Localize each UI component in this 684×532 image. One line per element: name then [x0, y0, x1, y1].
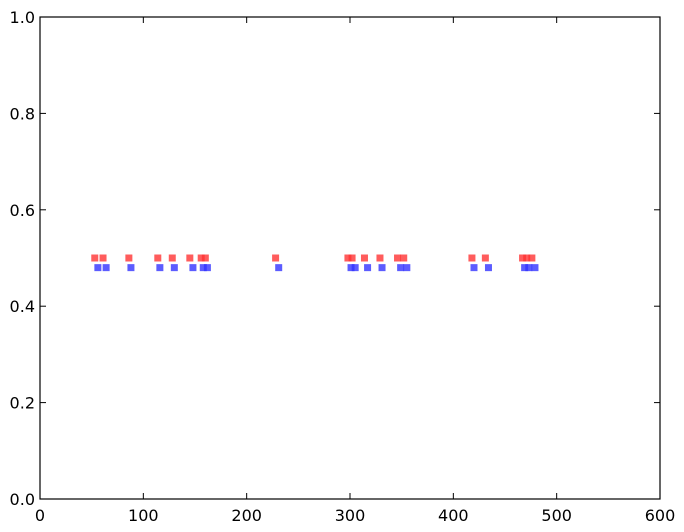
series-2-point: [127, 264, 135, 272]
x-axis-tick-labels: 0 100 200 300 400 500 600: [35, 506, 675, 525]
y-tick-label: 0.4: [10, 297, 35, 316]
series-2-point: [203, 264, 211, 272]
series-1-point: [348, 254, 356, 262]
series-1-point: [344, 254, 352, 262]
series-1-point: [528, 254, 536, 262]
x-tick-label: 500: [541, 506, 572, 525]
series-2-point: [378, 264, 386, 272]
series-2-point: [403, 264, 411, 272]
series-2-point: [199, 264, 207, 272]
series-2-point: [397, 264, 405, 272]
x-tick-label: 0: [35, 506, 45, 525]
series-2-point: [347, 264, 355, 272]
series-1-point: [197, 254, 205, 262]
y-tick-label: 0.2: [10, 394, 35, 413]
series-2-point: [170, 264, 178, 272]
series-2-point: [521, 264, 529, 272]
x-tick-label: 300: [335, 506, 366, 525]
series-1-point: [201, 254, 209, 262]
series-1-point: [272, 254, 280, 262]
series-1-point: [186, 254, 194, 262]
y-tick-label: 0.0: [10, 490, 35, 509]
series-2-point: [531, 264, 539, 272]
y-tick-label: 1.0: [10, 8, 35, 27]
series-2-point: [364, 264, 372, 272]
series-1-point: [154, 254, 162, 262]
series-1-point: [400, 254, 408, 262]
series-2-point: [484, 264, 492, 272]
series-2-point: [525, 264, 533, 272]
series-1-point: [519, 254, 527, 262]
series-1-point: [394, 254, 402, 262]
series-2-point: [275, 264, 283, 272]
series-2-point: [470, 264, 478, 272]
series-1-point: [523, 254, 531, 262]
x-tick-label: 400: [438, 506, 469, 525]
x-tick-label: 200: [231, 506, 262, 525]
series-1-point: [360, 254, 368, 262]
series-2-point: [351, 264, 359, 272]
series-1-point: [91, 254, 99, 262]
series-2-point: [189, 264, 197, 272]
series-2-point: [94, 264, 102, 272]
series-1-point: [376, 254, 384, 262]
series-1-point: [481, 254, 489, 262]
y-axis-tick-labels: 0.0 0.2 0.4 0.6 0.8 1.0: [10, 8, 35, 509]
data-markers: [91, 254, 539, 272]
series-2-point: [156, 264, 164, 272]
y-tick-label: 0.8: [10, 104, 35, 123]
y-tick-label: 0.6: [10, 201, 35, 220]
x-tick-label: 600: [645, 506, 676, 525]
plot-frame: [39, 16, 661, 500]
series-1-point: [468, 254, 476, 262]
series-1-point: [125, 254, 133, 262]
x-tick-label: 100: [128, 506, 159, 525]
series-1-point: [99, 254, 107, 262]
series-2-point: [102, 264, 110, 272]
series-1-point: [168, 254, 176, 262]
